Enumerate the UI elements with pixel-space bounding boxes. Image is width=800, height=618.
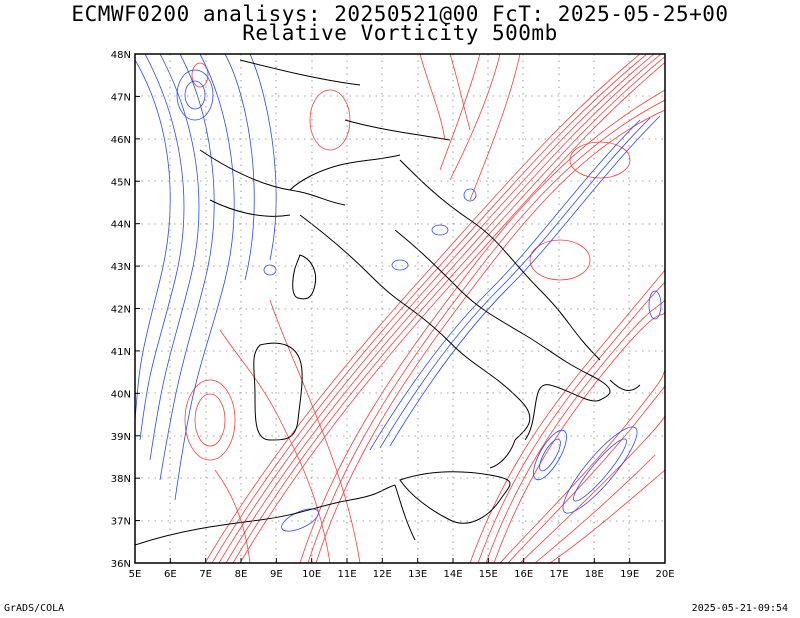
lon-tick-label: 6E <box>164 569 177 580</box>
lat-tick-label: 37N <box>111 517 131 528</box>
lon-tick-label: 9E <box>270 569 283 580</box>
lon-tick-label: 8E <box>235 569 248 580</box>
footer-credit: GrADS/COLA <box>4 603 65 614</box>
lat-tick-label: 42N <box>111 305 131 316</box>
chart-subtitle: Relative Vorticity 500mb <box>242 21 558 45</box>
footer-timestamp: 2025-05-21-09:54 <box>691 603 788 614</box>
lon-tick-label: 7E <box>199 569 212 580</box>
lat-tick-label: 41N <box>111 347 131 358</box>
lon-tick-label: 19E <box>620 569 639 580</box>
lon-tick-label: 17E <box>549 569 568 580</box>
lat-tick-label: 38N <box>111 474 131 485</box>
lat-tick-label: 45N <box>111 177 131 188</box>
lat-tick-label: 48N <box>111 50 131 61</box>
lon-tick-label: 16E <box>514 569 533 580</box>
lat-tick-label: 40N <box>111 389 131 400</box>
lat-tick-label: 36N <box>111 559 131 570</box>
lat-tick-label: 46N <box>111 135 131 146</box>
vorticity-contours <box>135 54 665 563</box>
lat-tick-label: 47N <box>111 92 131 103</box>
lat-tick-label: 43N <box>111 262 131 273</box>
lon-tick-label: 15E <box>479 569 498 580</box>
lon-tick-label: 12E <box>373 569 392 580</box>
lon-tick-label: 10E <box>302 569 321 580</box>
lon-tick-label: 14E <box>443 569 462 580</box>
lon-tick-label: 13E <box>408 569 427 580</box>
chart-title: ECMWF0200 analisys: 20250521@00 FcT: 202… <box>71 2 729 26</box>
lat-tick-label: 39N <box>111 432 131 443</box>
lat-tick-label: 44N <box>111 220 131 231</box>
lon-tick-label: 5E <box>129 569 142 580</box>
lon-tick-label: 11E <box>337 569 356 580</box>
lon-tick-label: 18E <box>585 569 604 580</box>
map-frame <box>134 53 666 564</box>
lon-tick-label: 20E <box>655 569 674 580</box>
map-axes: 5E 6E 7E 8E 9E 10E 11E 12E 13E 14E 15E 16E 17E 18E 19E… <box>111 50 675 580</box>
